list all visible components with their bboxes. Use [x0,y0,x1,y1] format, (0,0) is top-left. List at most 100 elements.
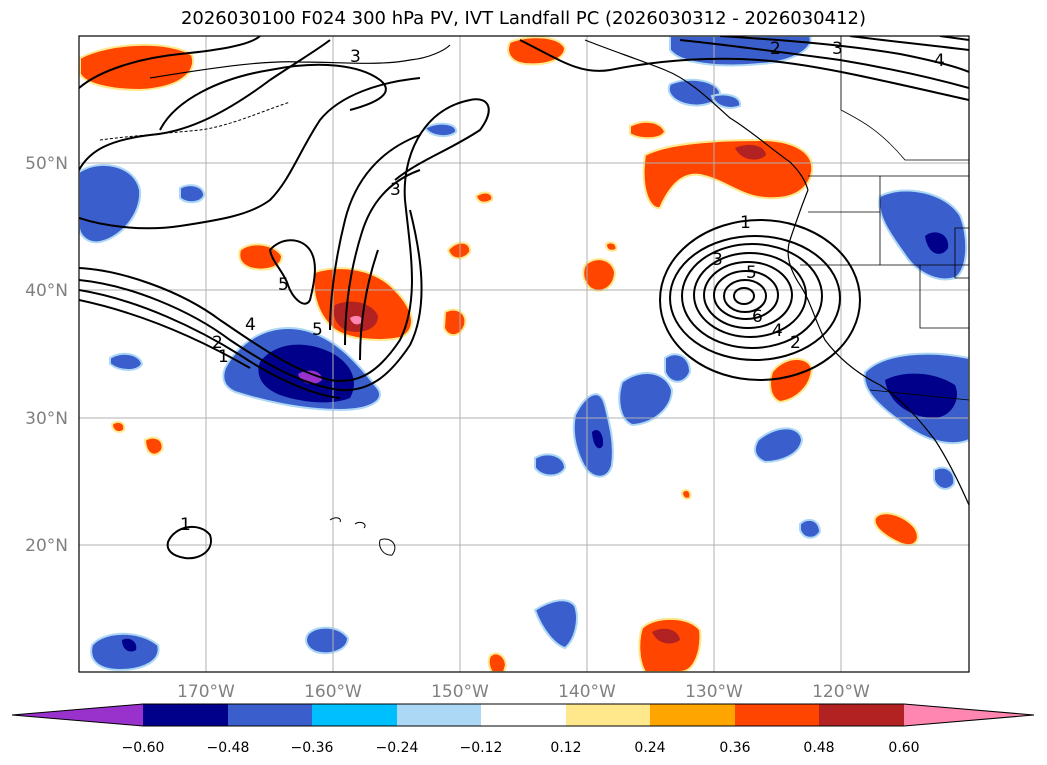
contour-line [79,209,423,392]
contour-line [329,134,421,331]
contour-line [849,36,969,51]
longitude-labels: 170°W 160°W 150°W 140°W 130°W 120°W [177,682,870,702]
negative-anomaly-region [618,371,674,427]
colorbar-tick: −0.24 [376,740,419,756]
positive-anomaly-peak [350,315,363,325]
colorbar-segment [819,704,904,726]
contour-label: 4 [772,321,783,341]
contour-line [79,36,261,89]
latitude-labels: 50°N 40°N 30°N 20°N [25,154,68,556]
negative-anomaly-region [79,163,142,244]
positive-anomaly-region [507,36,567,66]
gridlines [79,36,969,672]
contour-ring [713,270,779,320]
shaded-fields [79,36,969,672]
contour-ring [723,279,767,313]
contour-label: 5 [312,320,323,340]
positive-anomaly-region [446,241,472,260]
contour-label: 1 [218,347,229,367]
positive-anomaly-region [442,308,467,337]
negative-anomaly-region [878,189,968,281]
lat-label-20n: 20°N [25,536,68,556]
lon-label-120w: 120°W [812,682,870,702]
lat-label-50n: 50°N [25,154,68,174]
positive-anomaly-region [769,358,814,404]
colorbar-segment [735,704,819,726]
colorbar-tick: −0.48 [207,740,250,756]
positive-anomaly-core [735,144,766,160]
contour-line [159,63,387,131]
lat-label-30n: 30°N [25,409,68,429]
positive-anomaly-region [873,512,919,546]
colorbar-tick: −0.60 [122,740,165,756]
positive-anomaly-region [604,241,618,252]
contour-ring [693,252,807,338]
positive-anomaly-region [642,138,814,210]
contour-ring [733,287,755,305]
contour-label: 1 [180,515,191,535]
positive-anomaly-region [680,489,692,500]
negative-anomaly-region [305,626,350,655]
negative-anomaly-core [885,373,958,419]
positive-anomaly-region [110,421,126,433]
contour-line [79,299,251,369]
contour-label: 6 [752,307,763,327]
contour-label: 4 [934,51,945,71]
positive-anomaly-region [487,652,508,672]
colorbar-extend-left [12,704,143,726]
contour-ring [669,235,841,361]
colorbar-extend-right [904,704,1034,726]
colorbar-tick: 0.60 [888,740,919,756]
positive-anomaly-region [143,436,164,456]
contour-line [79,98,490,382]
contour-ring [681,243,823,349]
contour-line [679,39,969,89]
contour-labels: 1 2 3 4 5 6 1 2 3 4 5 1 2 3 4 3 5 [180,39,945,535]
contour-label: 3 [390,180,401,200]
contour-line [359,249,379,361]
contour-line [79,289,341,399]
lat-label-40n: 40°N [25,281,68,301]
coastlines [99,36,969,556]
colorbar-tick: −0.12 [460,740,503,756]
negative-anomaly-region [90,632,160,672]
contour-line [79,39,331,171]
negative-anomaly-core [122,638,137,652]
contour-line [268,239,316,305]
colorbar-segment [312,704,397,726]
positive-anomaly-region [474,191,494,204]
lon-label-150w: 150°W [431,682,489,702]
lon-label-140w: 140°W [558,682,616,702]
lon-label-170w: 170°W [177,682,235,702]
colorbar-tick: 0.24 [634,740,665,756]
contour-line [344,169,421,346]
contour-ring [703,261,793,329]
positive-anomaly-core [652,628,680,644]
colorbar-segment [481,704,566,726]
positive-anomaly-region [79,43,195,92]
contour-label: 4 [245,315,256,335]
contour-label: 1 [740,213,751,233]
negative-anomaly-region [109,352,144,371]
contour-label: 3 [350,47,361,67]
contour-label: 3 [832,39,843,59]
colorbar-tick: −0.36 [291,740,334,756]
colorbar-segment [650,704,735,726]
negative-anomaly-region [664,353,692,383]
positive-anomaly-region [582,258,617,292]
negative-anomaly-region [753,427,804,464]
negative-anomaly-region [423,122,458,138]
contour-label: 5 [746,263,757,283]
map-frame [78,35,970,673]
negative-anomaly-region [710,93,742,109]
negative-anomaly-region [533,599,578,650]
positive-anomaly-region [238,243,284,271]
negative-anomaly-region [933,466,956,490]
lon-label-130w: 130°W [685,682,743,702]
contour-ring [659,219,861,381]
colorbar-segment [143,704,228,726]
positive-anomaly-region [629,120,667,140]
contour-label: 2 [770,39,781,59]
ivt-contours [79,36,969,560]
